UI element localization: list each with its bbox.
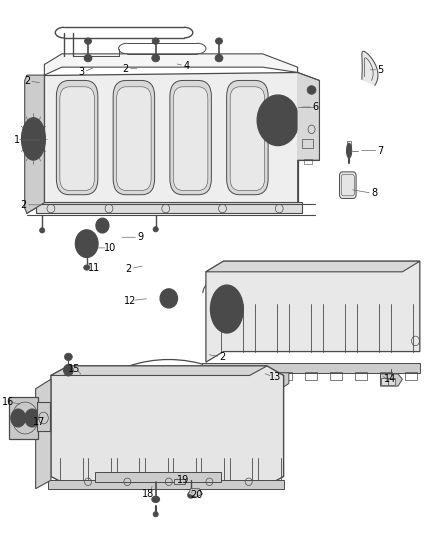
Polygon shape (206, 261, 420, 362)
FancyBboxPatch shape (113, 80, 155, 195)
Ellipse shape (211, 285, 243, 333)
FancyBboxPatch shape (35, 201, 302, 213)
Text: 2: 2 (24, 76, 30, 86)
Ellipse shape (153, 512, 158, 517)
Text: 16: 16 (3, 397, 15, 407)
Ellipse shape (152, 38, 159, 44)
FancyBboxPatch shape (259, 379, 277, 389)
Polygon shape (174, 479, 185, 484)
Ellipse shape (84, 265, 90, 270)
Text: 8: 8 (371, 188, 377, 198)
Ellipse shape (163, 292, 174, 305)
Polygon shape (27, 75, 44, 213)
Text: 12: 12 (124, 295, 136, 305)
FancyBboxPatch shape (226, 80, 268, 195)
Ellipse shape (25, 409, 39, 427)
FancyBboxPatch shape (95, 472, 221, 482)
Ellipse shape (21, 118, 46, 160)
Ellipse shape (160, 289, 177, 308)
FancyBboxPatch shape (230, 87, 265, 190)
Polygon shape (297, 72, 319, 203)
FancyBboxPatch shape (381, 378, 388, 384)
Ellipse shape (215, 38, 223, 44)
FancyBboxPatch shape (170, 80, 212, 195)
Text: 1: 1 (14, 135, 20, 145)
Text: 3: 3 (78, 67, 85, 77)
FancyBboxPatch shape (173, 87, 208, 190)
Text: 13: 13 (269, 372, 281, 382)
Ellipse shape (75, 230, 98, 257)
Text: 10: 10 (104, 243, 116, 253)
Ellipse shape (11, 409, 25, 427)
FancyBboxPatch shape (389, 378, 395, 384)
Ellipse shape (152, 496, 159, 503)
Ellipse shape (25, 124, 42, 154)
Text: 6: 6 (312, 102, 318, 112)
Text: 2: 2 (20, 200, 27, 210)
FancyBboxPatch shape (339, 172, 356, 198)
Ellipse shape (153, 227, 158, 232)
Ellipse shape (152, 54, 159, 62)
Ellipse shape (187, 492, 194, 498)
Text: 2: 2 (219, 352, 226, 362)
Text: 18: 18 (142, 489, 155, 499)
Ellipse shape (84, 54, 92, 62)
Text: 5: 5 (378, 65, 384, 75)
Text: 14: 14 (384, 374, 396, 384)
Polygon shape (258, 373, 289, 390)
Ellipse shape (269, 110, 287, 131)
Text: 19: 19 (177, 475, 189, 485)
Text: 7: 7 (378, 146, 384, 156)
Polygon shape (188, 489, 202, 497)
Polygon shape (51, 366, 284, 486)
Ellipse shape (64, 365, 73, 376)
Ellipse shape (263, 102, 293, 139)
FancyBboxPatch shape (36, 402, 50, 431)
Text: 2: 2 (126, 264, 132, 273)
Text: 15: 15 (68, 364, 80, 374)
Polygon shape (25, 75, 44, 213)
Text: 9: 9 (138, 232, 144, 243)
Ellipse shape (346, 143, 352, 158)
Polygon shape (44, 54, 297, 75)
Ellipse shape (28, 131, 38, 148)
FancyBboxPatch shape (117, 87, 151, 190)
Ellipse shape (66, 368, 71, 373)
Ellipse shape (257, 95, 299, 146)
Polygon shape (381, 374, 403, 386)
Polygon shape (44, 72, 297, 203)
Polygon shape (362, 51, 378, 85)
Text: 4: 4 (183, 61, 189, 70)
Text: 2: 2 (123, 64, 129, 74)
Ellipse shape (78, 233, 95, 254)
Polygon shape (201, 364, 420, 373)
Ellipse shape (307, 86, 316, 94)
Text: 20: 20 (190, 490, 202, 500)
Text: 11: 11 (88, 263, 100, 272)
FancyBboxPatch shape (60, 87, 94, 190)
FancyBboxPatch shape (10, 397, 38, 439)
Ellipse shape (85, 38, 92, 44)
FancyBboxPatch shape (57, 80, 98, 195)
Polygon shape (48, 480, 284, 489)
Polygon shape (51, 366, 267, 375)
Ellipse shape (215, 293, 238, 326)
Polygon shape (206, 261, 420, 272)
Ellipse shape (96, 218, 109, 233)
Text: 17: 17 (33, 417, 45, 427)
Ellipse shape (215, 54, 223, 62)
Ellipse shape (39, 228, 45, 233)
Polygon shape (35, 379, 51, 489)
Ellipse shape (64, 353, 72, 361)
